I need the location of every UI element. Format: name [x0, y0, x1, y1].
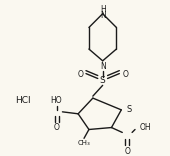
Text: O: O — [54, 123, 59, 132]
Text: CH₃: CH₃ — [78, 140, 90, 146]
Text: S: S — [100, 76, 106, 85]
Text: HO: HO — [51, 96, 62, 105]
Text: H: H — [100, 5, 106, 14]
Text: N: N — [100, 62, 106, 71]
Text: OH: OH — [140, 123, 152, 132]
Text: O: O — [122, 70, 128, 79]
Text: O: O — [124, 147, 130, 156]
Text: HCl: HCl — [15, 96, 31, 105]
Text: N: N — [100, 11, 106, 20]
Text: S: S — [126, 105, 132, 114]
Text: O: O — [77, 70, 83, 79]
